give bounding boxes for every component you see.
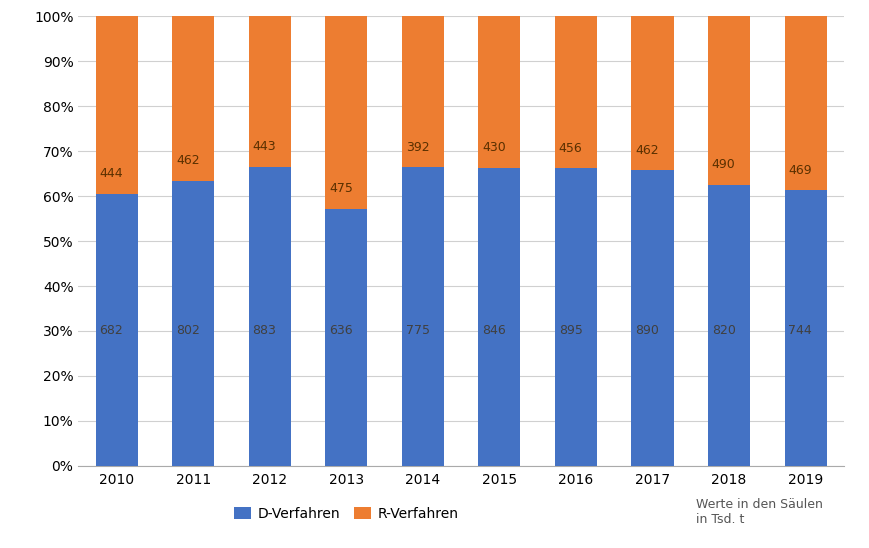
- Text: 430: 430: [481, 141, 505, 155]
- Text: 444: 444: [99, 167, 123, 180]
- Text: 490: 490: [711, 158, 734, 171]
- Bar: [631, 170, 673, 466]
- Text: Werte in den Säulen
in Tsd. t: Werte in den Säulen in Tsd. t: [695, 498, 822, 526]
- Bar: [325, 16, 367, 209]
- Bar: [631, 16, 673, 170]
- Text: 469: 469: [787, 164, 811, 176]
- Text: 775: 775: [405, 324, 429, 338]
- Bar: [249, 167, 290, 466]
- Bar: [172, 181, 214, 466]
- Text: 392: 392: [405, 141, 428, 154]
- Text: 636: 636: [328, 324, 352, 338]
- Bar: [325, 209, 367, 466]
- Legend: D-Verfahren, R-Verfahren: D-Verfahren, R-Verfahren: [228, 501, 464, 526]
- Text: 890: 890: [634, 324, 659, 338]
- Bar: [478, 16, 520, 168]
- Bar: [172, 16, 214, 181]
- Text: 802: 802: [176, 324, 200, 338]
- Text: 682: 682: [99, 324, 123, 338]
- Text: 744: 744: [787, 324, 811, 338]
- Bar: [554, 16, 596, 168]
- Bar: [784, 16, 826, 190]
- Bar: [784, 190, 826, 466]
- Text: 462: 462: [634, 144, 658, 157]
- Text: 820: 820: [711, 324, 735, 338]
- Text: 475: 475: [328, 182, 353, 195]
- Text: 883: 883: [252, 324, 276, 338]
- Bar: [401, 16, 443, 167]
- Bar: [707, 16, 749, 185]
- Text: 462: 462: [176, 154, 199, 167]
- Text: 456: 456: [558, 141, 581, 155]
- Bar: [707, 185, 749, 466]
- Bar: [401, 167, 443, 466]
- Bar: [96, 193, 137, 466]
- Bar: [249, 16, 290, 167]
- Text: 443: 443: [252, 140, 275, 153]
- Bar: [96, 16, 137, 193]
- Text: 895: 895: [558, 324, 582, 338]
- Text: 846: 846: [481, 324, 505, 338]
- Bar: [554, 168, 596, 466]
- Bar: [478, 168, 520, 466]
